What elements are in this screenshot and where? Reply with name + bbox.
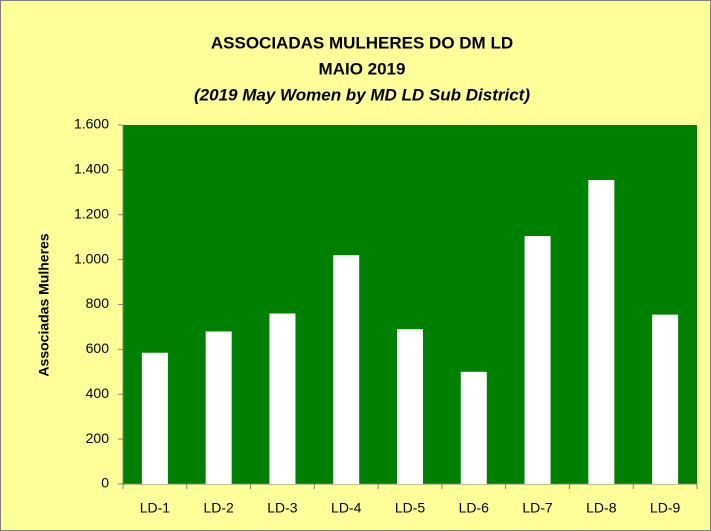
y-tick-label: 600 [86,340,110,356]
x-tick-label: LD-1 [140,500,171,516]
bar [141,352,168,484]
y-tick-label: 1.600 [74,116,109,132]
y-tick-label: 400 [86,385,110,401]
x-tick-label: LD-3 [267,500,298,516]
bar [652,314,679,484]
x-tick-label: LD-6 [459,500,490,516]
y-tick-label: 200 [86,430,110,446]
bar [524,236,551,484]
y-tick-label: 1.200 [74,205,109,221]
y-tick-label: 800 [86,295,110,311]
x-tick-label: LD-5 [395,500,426,516]
y-tick-label: 1.000 [74,250,109,266]
x-tick-label: LD-8 [586,500,617,516]
bar [333,255,360,484]
x-tick-label: LD-4 [331,500,362,516]
y-tick-label: 1.400 [74,161,109,177]
x-tick-label: LD-2 [203,500,234,516]
bar [205,331,232,484]
y-axis-label: Associadas Mulheres [36,233,52,376]
chart-subtitle: (2019 May Women by MD LD Sub District) [194,85,530,104]
chart-title: MAIO 2019 [319,59,406,78]
x-tick-label: LD-7 [522,500,553,516]
bar [460,371,487,484]
bar [269,313,296,484]
chart-title: ASSOCIADAS MULHERES DO DM LD [211,33,513,52]
x-tick-label: LD-9 [650,500,681,516]
bar [588,179,615,485]
bar [397,329,423,484]
y-tick-label: 0 [101,475,109,491]
